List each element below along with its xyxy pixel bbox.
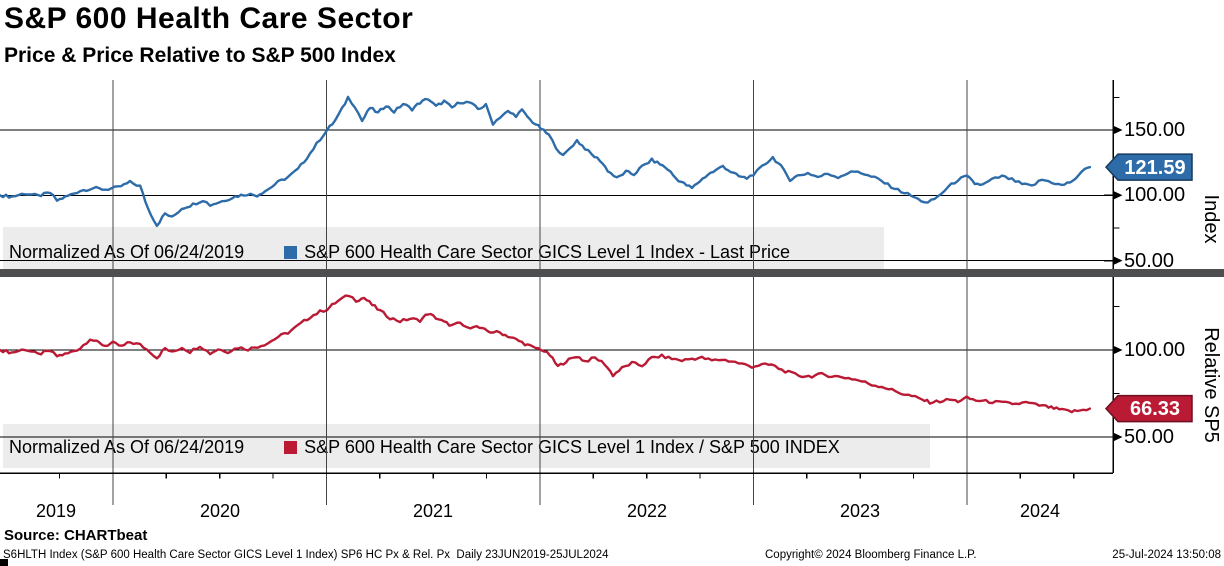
x-axis-year-2019: 2019 [35,501,77,521]
x-axis-year-2023: 2023 [839,501,881,521]
relative-tick-100: 100.00 [1124,339,1186,361]
index-tick-50: 50.00 [1124,250,1175,272]
relative-series-swatch-icon [284,440,298,454]
timestamp-label: 25-Jul-2024 13:50:08 [1112,549,1221,561]
relative-axis-title: Relative SP5 [1200,327,1222,443]
page-title: S&P 600 Health Care Sector [4,2,414,35]
relative-series-label: S&P 600 Health Care Sector GICS Level 1 … [304,436,840,457]
relative-normalized-label: Normalized As Of 06/24/2019 [9,436,245,457]
relative-last-price-tag: 66.33 [1129,398,1181,420]
index-series-swatch-icon [284,245,298,259]
panel-divider [0,269,1224,277]
index-legend-bar: Normalized As Of 06/24/2019 S&P 600 Heal… [3,227,884,272]
page-marker [0,559,8,566]
copyright-label: Copyright© 2024 Bloomberg Finance L.P. [765,549,977,561]
page-subtitle: Price & Price Relative to S&P 500 Index [4,44,396,67]
relative-tick-50: 50.00 [1124,426,1175,448]
index-tick-100: 100.00 [1124,184,1186,206]
x-axis-year-2020: 2020 [199,501,241,521]
source-label: Source: CHARTbeat [4,527,148,544]
chart-description: S6HLTH Index (S&P 600 Health Care Sector… [3,549,609,561]
index-last-price-tag: 121.59 [1124,157,1186,179]
x-axis-year-2021: 2021 [412,501,454,521]
index-tick-150: 150.00 [1124,119,1186,141]
x-axis-year-2022: 2022 [626,501,668,521]
index-normalized-label: Normalized As Of 06/24/2019 [9,241,245,262]
x-axis-year-2024: 2024 [1019,501,1061,521]
relative-legend-bar: Normalized As Of 06/24/2019 S&P 600 Heal… [3,424,930,468]
index-series-label: S&P 600 Health Care Sector GICS Level 1 … [304,241,791,262]
